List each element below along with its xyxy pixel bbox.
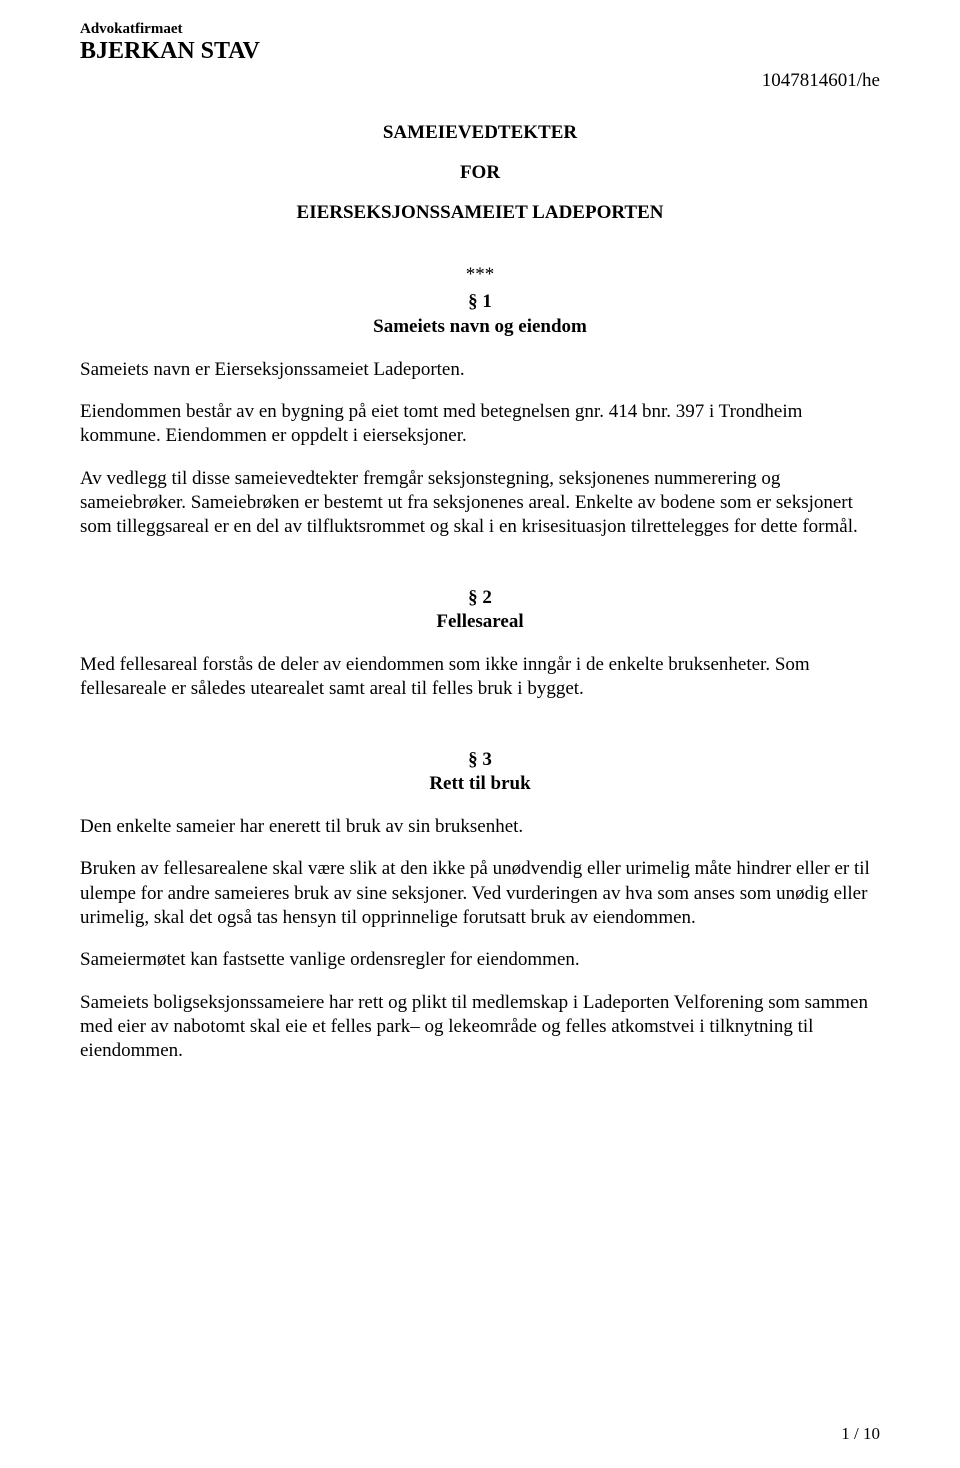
letterhead: Advokatfirmaet BJERKAN STAV <box>80 20 880 64</box>
section-3-number: § 3 <box>80 748 880 773</box>
document-for: FOR <box>80 162 880 184</box>
letterhead-line1: Advokatfirmaet <box>80 20 880 38</box>
document-title: SAMEIEVEDTEKTER <box>80 122 880 144</box>
section-1-title: Sameiets navn og eiendom <box>80 315 880 340</box>
section-1-paragraph-1: Sameiets navn er Eierseksjonssameiet Lad… <box>80 358 880 382</box>
page-number: 1 / 10 <box>841 1424 880 1444</box>
section-1-number: § 1 <box>80 290 880 315</box>
section-2-number: § 2 <box>80 586 880 611</box>
separator-stars: *** <box>80 264 880 286</box>
section-gap <box>80 720 880 748</box>
section-1-paragraph-3: Av vedlegg til disse sameievedtekter fre… <box>80 467 880 540</box>
section-gap <box>80 558 880 586</box>
section-3-paragraph-4: Sameiets boligseksjonssameiere har rett … <box>80 991 880 1064</box>
document-reference: 1047814601/he <box>80 70 880 92</box>
section-3-paragraph-2: Bruken av fellesarealene skal være slik … <box>80 857 880 930</box>
section-3-paragraph-3: Sameiermøtet kan fastsette vanlige orden… <box>80 948 880 972</box>
document-subject: EIERSEKSJONSSAMEIET LADEPORTEN <box>80 202 880 224</box>
section-3-paragraph-1: Den enkelte sameier har enerett til bruk… <box>80 815 880 839</box>
section-3-title: Rett til bruk <box>80 772 880 797</box>
document-page: Advokatfirmaet BJERKAN STAV 1047814601/h… <box>0 0 960 1468</box>
section-2-title: Fellesareal <box>80 610 880 635</box>
letterhead-line2: BJERKAN STAV <box>80 38 880 64</box>
section-1-paragraph-2: Eiendommen består av en bygning på eiet … <box>80 400 880 449</box>
section-2-paragraph-1: Med fellesareal forstås de deler av eien… <box>80 653 880 702</box>
